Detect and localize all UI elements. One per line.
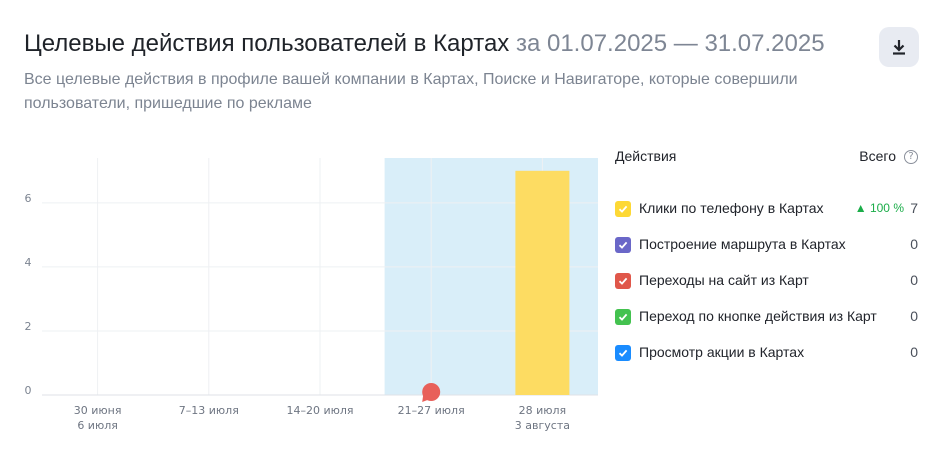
x-tick-label: 30 июня — [74, 404, 122, 417]
checkmark-icon — [618, 313, 628, 321]
legend-total-heading: Всего — [859, 148, 896, 164]
title-period: за 01.07.2025 — 31.07.2025 — [515, 30, 825, 57]
x-tick-label: 3 августа — [515, 419, 570, 432]
legend-item-total: 0 — [910, 272, 918, 288]
legend-item-total: 0 — [910, 344, 918, 360]
legend-item[interactable]: Переход по кнопке действия из Карт 0 — [615, 300, 920, 336]
legend-item-label: Просмотр акции в Картах — [639, 344, 805, 360]
chart-legend: Действия Всего ? Клики по телефону в Кар… — [615, 146, 920, 361]
bar — [515, 170, 570, 395]
download-button[interactable] — [879, 27, 919, 67]
legend-item-label: Переход по кнопке действия из Карт — [639, 308, 877, 324]
legend-checkbox[interactable] — [615, 237, 631, 253]
page-title: Целевые действия пользователей в Картах … — [24, 28, 825, 60]
legend-item[interactable]: Клики по телефону в Картах ▲ 100 % 7 — [615, 192, 920, 228]
bar-chart: 0 2 4 6 30 июня 6 июля 7–13 июля 14–20 июля 21–2… — [25, 158, 598, 432]
event-marker[interactable] — [422, 383, 441, 402]
y-tick-label: 6 — [25, 192, 32, 205]
legend-item-change: ▲ 100 % — [854, 201, 904, 215]
legend-item-total: 0 — [910, 236, 918, 252]
y-tick-label: 2 — [25, 320, 32, 333]
y-tick-label: 0 — [25, 384, 32, 397]
x-tick-label: 21–27 июля — [398, 404, 465, 417]
legend-item-label: Построение маршрута в Картах — [639, 236, 846, 252]
title-main: Целевые действия пользователей в Картах — [24, 30, 510, 57]
checkmark-icon — [618, 241, 628, 249]
legend-item[interactable]: Переходы на сайт из Карт 0 — [615, 264, 920, 300]
checkmark-icon — [618, 349, 628, 357]
y-tick-label: 4 — [25, 256, 32, 269]
legend-item[interactable]: Просмотр акции в Картах 0 — [615, 336, 920, 372]
legend-item-label: Клики по телефону в Картах — [639, 200, 824, 216]
legend-checkbox[interactable] — [615, 345, 631, 361]
legend-checkbox[interactable] — [615, 201, 631, 217]
legend-item-total: 0 — [910, 308, 918, 324]
legend-header: Действия Всего ? — [615, 146, 920, 168]
marker-pin — [422, 383, 441, 401]
legend-checkbox[interactable] — [615, 309, 631, 325]
help-icon[interactable]: ? — [904, 150, 918, 164]
marker-pin-tail — [422, 395, 431, 402]
x-tick-label: 28 июля — [519, 404, 567, 417]
legend-actions-heading: Действия — [615, 148, 677, 164]
legend-item-label: Переходы на сайт из Карт — [639, 272, 809, 288]
legend-item[interactable]: Построение маршрута в Картах 0 — [615, 228, 920, 264]
x-tick-label: 7–13 июля — [179, 404, 239, 417]
download-icon — [893, 40, 905, 55]
checkmark-icon — [618, 277, 628, 285]
legend-item-total: 7 — [910, 200, 918, 216]
x-tick-label: 6 июля — [77, 419, 118, 432]
checkmark-icon — [618, 205, 628, 213]
legend-checkbox[interactable] — [615, 273, 631, 289]
page-subtitle: Все целевые действия в профиле вашей ком… — [24, 71, 798, 112]
x-tick-label: 14–20 июля — [286, 404, 353, 417]
